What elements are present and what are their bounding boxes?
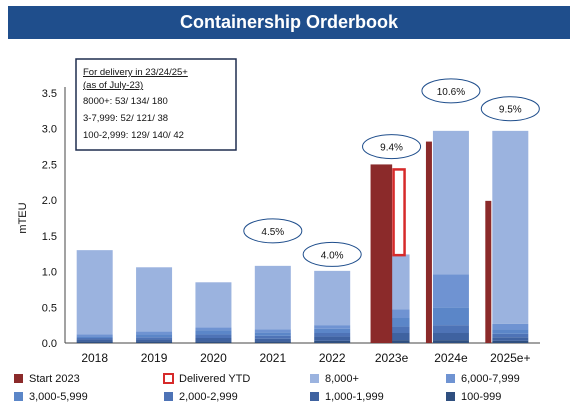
legend-label: Start 2023: [29, 373, 80, 385]
x-tick-label: 2025e+: [490, 351, 530, 365]
bar-segment: [432, 130, 469, 275]
legend-swatch: [310, 392, 319, 401]
bar-segment: [195, 327, 232, 331]
legend-swatch: [446, 392, 455, 401]
bar-segment: [314, 328, 351, 333]
growth-annotation-label: 9.4%: [380, 143, 403, 154]
legend-swatch: [164, 392, 173, 401]
legend-label: 6,000-7,999: [461, 373, 520, 385]
bar-segment: [254, 332, 291, 336]
growth-annotation-ellipse: [362, 134, 422, 160]
bar-segment: [432, 307, 469, 326]
bar-segment: [492, 323, 529, 330]
y-tick-label: 3.0: [42, 124, 57, 136]
start-2023-bar: [425, 141, 432, 343]
note-line: 3-7,999: 52/ 121/ 38: [83, 113, 168, 124]
note-line: 100-2,999: 129/ 140/ 42: [83, 130, 184, 141]
bar-segment: [136, 339, 173, 342]
bar-segment: [195, 330, 232, 335]
y-tick-label: 1.5: [42, 231, 57, 243]
bar-segment: [76, 338, 113, 340]
growth-annotation-ellipse: [421, 78, 481, 104]
growth-annotation-ellipse: [243, 218, 303, 244]
bar-segment: [314, 325, 351, 329]
growth-annotation-label: 9.5%: [499, 105, 522, 116]
bar-segment: [314, 333, 351, 337]
bar-segment: [136, 341, 173, 343]
legend-swatch: [14, 392, 23, 401]
bar-segment: [254, 338, 291, 342]
legend-label: 8,000+: [325, 373, 359, 385]
bar-segment: [136, 331, 173, 335]
legend-swatch: [310, 374, 319, 383]
bar-segment: [195, 338, 232, 342]
legend-label: 100-999: [461, 391, 501, 403]
y-tick-label: 0.5: [42, 302, 57, 314]
bar-segment: [195, 341, 232, 343]
bar-segment: [432, 325, 469, 333]
x-tick-label: 2023e: [375, 351, 409, 365]
legend-label: 2,000-2,999: [179, 391, 238, 403]
x-tick-label: 2021: [259, 351, 286, 365]
bar-segment: [432, 274, 469, 308]
bar-segment: [254, 265, 291, 330]
bar-segment: [254, 335, 291, 339]
start-2023-bar: [485, 200, 492, 343]
bar-segment: [432, 333, 469, 341]
bar-segment: [254, 329, 291, 333]
note-line: 8000+: 53/ 134/ 180: [83, 96, 168, 107]
bar-segment: [314, 270, 351, 326]
y-axis-label: mTEU: [17, 202, 29, 233]
growth-annotation-ellipse: [302, 241, 362, 267]
legend-swatch: [446, 374, 455, 383]
note-line: (as of July-23): [83, 80, 143, 91]
note-line: For delivery in 23/24/25+: [83, 67, 188, 78]
bar-segment: [136, 337, 173, 340]
bar-segment: [136, 334, 173, 338]
y-tick-label: 1.0: [42, 267, 57, 279]
y-tick-label: 3.5: [42, 88, 57, 100]
bar-segment: [195, 334, 232, 338]
bar-segment: [254, 341, 291, 343]
x-tick-label: 2019: [141, 351, 168, 365]
bar-segment: [492, 333, 529, 338]
legend-label: Delivered YTD: [179, 373, 250, 385]
bar-segment: [432, 340, 469, 343]
legend-swatch: [163, 373, 174, 384]
bar-segment: [136, 267, 173, 332]
bar-segment: [76, 250, 113, 335]
bar-segment: [314, 336, 351, 341]
note-box: [75, 58, 237, 151]
legend-label: 3,000-5,999: [29, 391, 88, 403]
x-tick-label: 2024e: [434, 351, 468, 365]
y-tick-label: 2.5: [42, 159, 57, 171]
y-tick-label: 0.0: [42, 338, 57, 350]
bar-segment: [492, 130, 529, 324]
growth-annotation-ellipse: [480, 96, 540, 122]
x-tick-label: 2018: [81, 351, 108, 365]
legend-label: 1,000-1,999: [325, 391, 384, 403]
start-2023-bar: [370, 164, 393, 343]
bar-segment: [492, 337, 529, 341]
growth-annotation-label: 10.6%: [437, 87, 465, 98]
bar-segment: [492, 329, 529, 334]
bar-segment: [492, 340, 529, 343]
bar-segment: [76, 334, 113, 337]
bar-segment: [314, 340, 351, 343]
chart-title: Containership Orderbook: [8, 6, 570, 39]
growth-annotation-label: 4.0%: [321, 250, 344, 261]
bar-segment: [195, 282, 232, 328]
x-tick-label: 2022: [319, 351, 346, 365]
delivered-ytd-box: [392, 168, 406, 257]
growth-annotation-label: 4.5%: [261, 227, 284, 238]
bar-segment: [76, 336, 113, 338]
legend-swatch: [14, 374, 23, 383]
bar-segment: [76, 341, 113, 343]
x-tick-label: 2020: [200, 351, 227, 365]
y-tick-label: 2.0: [42, 195, 57, 207]
bar-segment: [76, 339, 113, 342]
